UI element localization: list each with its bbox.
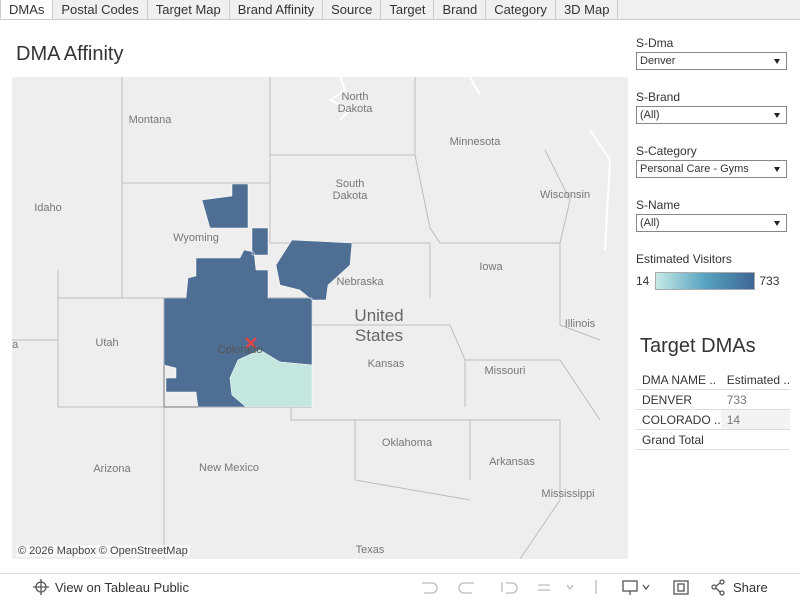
map-label: Wisconsin [539, 189, 591, 201]
table-row: DENVER 733 [636, 389, 791, 410]
map-label: la [12, 339, 19, 351]
map-label: Missouri [484, 365, 526, 377]
dma-name: DENVER [636, 389, 721, 410]
dashboard-title: DMA Affinity [16, 43, 124, 65]
footer: View on Tableau Public Share [0, 573, 800, 601]
legend-title: Estimated Visitors [636, 252, 732, 266]
tab-bar: DMAs Postal Codes Target Map Brand Affinity… [0, 0, 800, 20]
map-label: Montana [128, 114, 172, 126]
tab[interactable]: DMAs [0, 0, 54, 19]
table-row: COLORADO .. 14 [636, 409, 791, 430]
map-label: Kansas [367, 358, 405, 370]
map-label: Utah [95, 337, 119, 349]
dma-name: Grand Total [636, 429, 721, 450]
target-table: DMA NAME .. Estimated .. DENVER 733 COLORADO… [636, 370, 791, 450]
dma-name: COLORADO .. [636, 409, 721, 430]
map-label: Iowa [479, 261, 503, 273]
map-label: United States [354, 306, 404, 345]
tab[interactable]: Target Map [148, 0, 230, 19]
map-label: South Dakota [332, 178, 368, 202]
map-label: Arkansas [489, 456, 535, 468]
legend-max: 733 [759, 274, 780, 288]
map-label: Mississippi [541, 488, 595, 500]
filter-dropdown[interactable]: Denver [636, 52, 787, 70]
map-label: Oklahoma [381, 437, 433, 449]
estimated-visitors [720, 429, 791, 450]
filter-list: S-Dma Denver S-Brand (All) S-Category Persona… [636, 36, 788, 232]
map-label: Wyoming [173, 232, 219, 244]
map-label: Minnesota [449, 136, 501, 148]
tab[interactable]: Source [323, 0, 382, 19]
header-cell: Estimated .. [720, 370, 791, 390]
estimated-visitors: 14 [720, 409, 791, 430]
footer-icons [33, 579, 725, 596]
filter-label: S-Brand [636, 90, 681, 104]
estimated-visitors: 733 [720, 389, 791, 410]
tab[interactable]: Category [486, 0, 556, 19]
table-header: DMA NAME .. Estimated .. [636, 370, 791, 390]
filter-label: S-Category [636, 144, 697, 158]
map-label: Illinois [564, 318, 596, 330]
tab[interactable]: Brand Affinity [230, 0, 324, 19]
share-button[interactable]: Share [733, 580, 768, 595]
map[interactable]: Montana North Dakota Minnesota South Dakota… [12, 77, 628, 559]
map-label: North Dakota [337, 91, 373, 115]
map-label: Arizona [93, 463, 131, 475]
table-row: Grand Total [636, 429, 791, 450]
map-attribution: © 2026 Mapbox © OpenStreetMap [16, 545, 190, 557]
table-title: Target DMAs [640, 335, 756, 357]
map-label: Texas [355, 544, 385, 556]
tab[interactable]: Target [381, 0, 435, 19]
map-label: Nebraska [336, 276, 384, 288]
side-panel: S-Dma Denver S-Brand (All) S-Category Persona… [636, 36, 788, 290]
filter-label: S-Name [636, 198, 681, 212]
map-shapes [12, 77, 612, 559]
filter-label: S-Dma [636, 36, 674, 50]
tab[interactable]: 3D Map [556, 0, 619, 19]
tab[interactable]: Postal Codes [53, 0, 148, 19]
legend-min: 14 [636, 274, 650, 288]
legend: 14 733 [636, 272, 788, 290]
legend-gradient [655, 272, 756, 290]
map-label: New Mexico [199, 462, 259, 474]
filter-dropdown[interactable]: (All) [636, 106, 787, 124]
view-on-tableau-link[interactable]: View on Tableau Public [55, 580, 189, 595]
map-label: Colorado [217, 344, 263, 356]
filter-dropdown[interactable]: (All) [636, 214, 787, 232]
filter-dropdown[interactable]: Personal Care - Gyms [636, 160, 787, 178]
tab[interactable]: Brand [434, 0, 487, 19]
header-cell: DMA NAME .. [636, 370, 721, 390]
map-label: Idaho [34, 202, 62, 214]
